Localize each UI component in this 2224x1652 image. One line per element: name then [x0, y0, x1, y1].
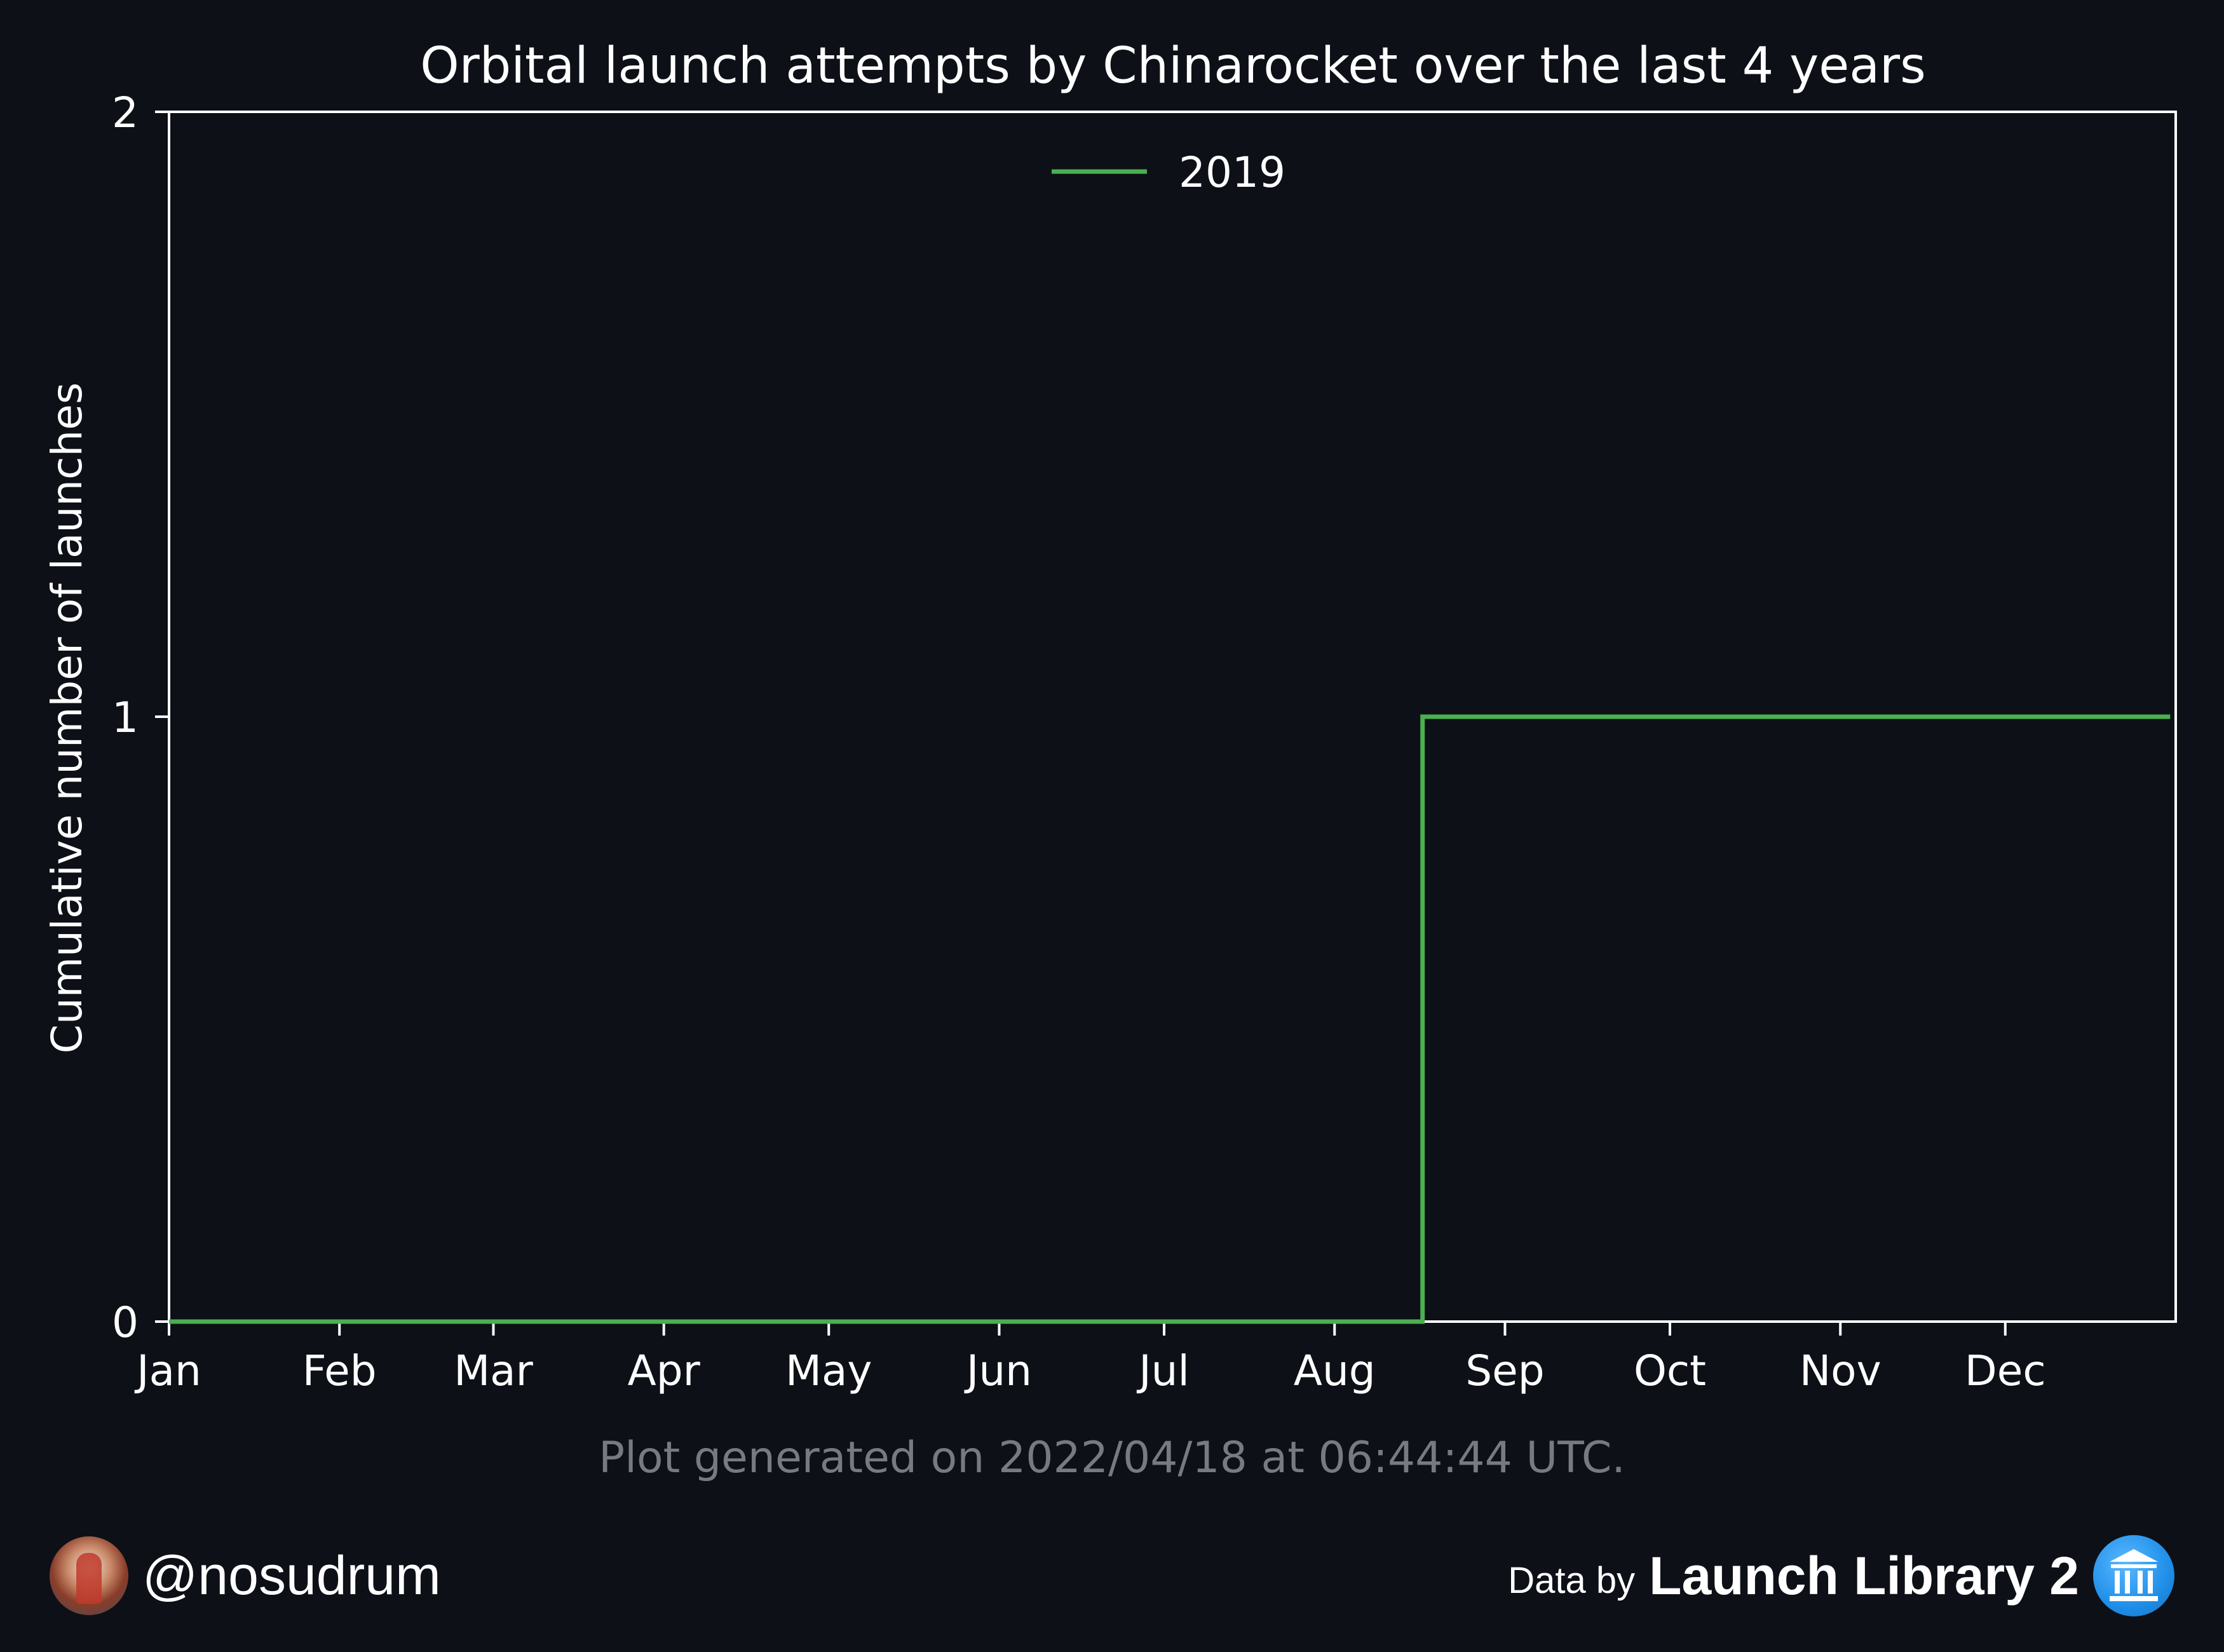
y-axis-label: Cumulative number of launches [43, 383, 92, 1053]
x-tick-label-dec: Dec [1965, 1346, 2046, 1395]
y-tick-label-0: 0 [112, 1298, 139, 1347]
x-tick-label-jun: Jun [964, 1346, 1032, 1395]
x-tick-label-sep: Sep [1465, 1346, 1544, 1395]
legend-label-2019: 2019 [1179, 148, 1285, 197]
y-tick-label-2: 2 [112, 88, 139, 137]
avatar [50, 1536, 128, 1615]
x-tick-label-oct: Oct [1634, 1346, 1706, 1395]
x-tick-label-may: May [785, 1346, 872, 1395]
y-tick-label-1: 1 [112, 693, 139, 742]
x-tick-label-aug: Aug [1294, 1346, 1376, 1395]
chart: Orbital launch attempts by Chinarocket o… [43, 37, 2177, 1395]
data-credit: Data by Launch Library 2 [1508, 1534, 2174, 1617]
author: @nosudrum [50, 1534, 441, 1617]
library-icon [2093, 1535, 2174, 1616]
credit-name[interactable]: Launch Library 2 [1649, 1545, 2079, 1606]
ticks: Jan Feb Mar Apr May Jun Jul Aug Sep Oct Nov Dec 0 1 2 [112, 88, 2046, 1395]
legend: 2019 [1052, 148, 1285, 197]
series [169, 714, 2171, 1324]
chart-title: Orbital launch attempts by Chinarocket o… [420, 37, 1925, 95]
credit-prefix: Data by [1508, 1559, 1636, 1601]
series-line-2019 [169, 714, 2171, 1324]
x-tick-label-feb: Feb [302, 1346, 377, 1395]
x-tick-label-nov: Nov [1800, 1346, 1882, 1395]
plot-generated-note: Plot generated on 2022/04/18 at 06:44:44… [599, 1433, 1625, 1483]
x-tick-label-mar: Mar [454, 1346, 533, 1395]
x-tick-label-jan: Jan [134, 1346, 201, 1395]
author-handle[interactable]: @nosudrum [142, 1545, 441, 1606]
x-tick-label-jul: Jul [1136, 1346, 1190, 1395]
x-tick-label-apr: Apr [628, 1346, 701, 1395]
